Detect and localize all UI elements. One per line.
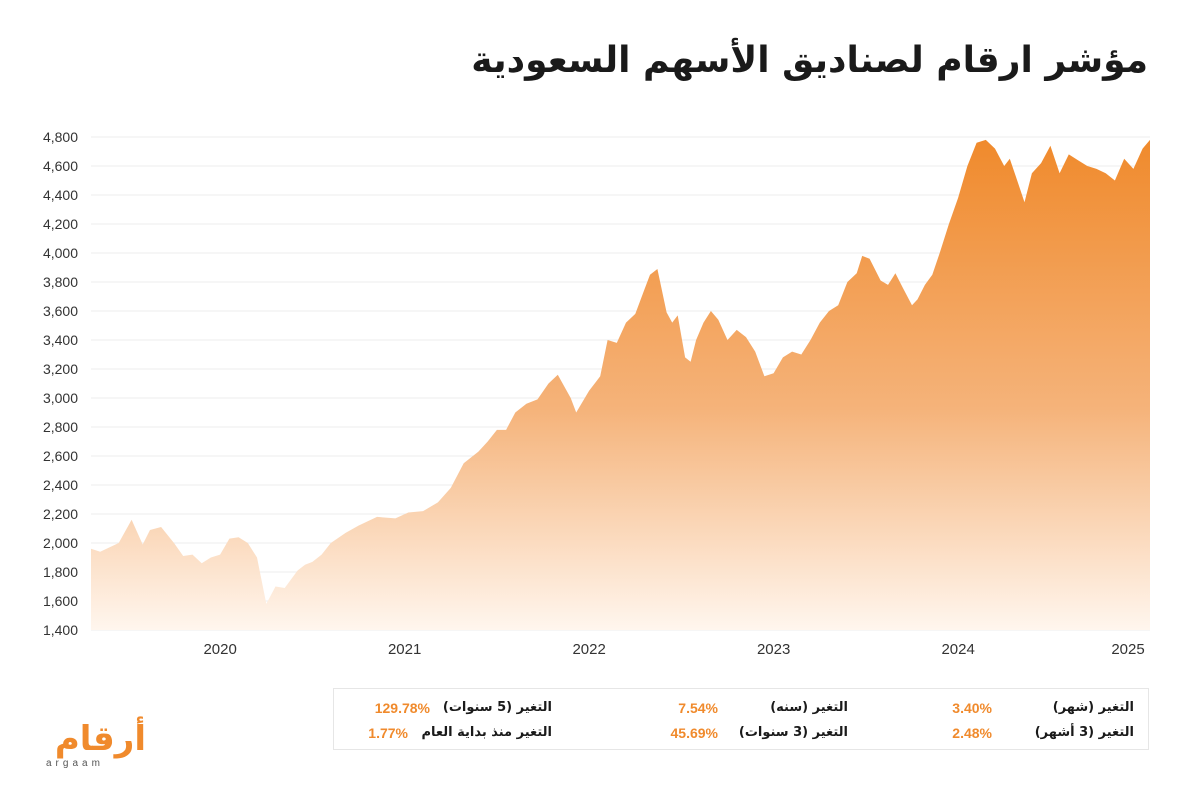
- y-tick-label: 2,600: [43, 448, 78, 464]
- area-series: [91, 139, 1150, 630]
- y-tick-label: 2,200: [43, 506, 78, 522]
- y-tick-label: 3,400: [43, 332, 78, 348]
- y-tick-label: 3,000: [43, 390, 78, 406]
- chart-title: مؤشر ارقام لصناديق الأسهم السعودية: [471, 40, 1148, 81]
- y-tick-label: 1,600: [43, 593, 78, 609]
- stat-value-3years: 45.69%: [670, 725, 718, 741]
- argaam-logo: أرقام argaam: [36, 720, 146, 770]
- stat-value-5years: 129.78%: [374, 700, 430, 716]
- stat-value-month: 3.40%: [952, 700, 992, 716]
- stats-table: التغير (شهر) 3.40% التغير (سنه) 7.54% ال…: [333, 688, 1149, 750]
- stat-label-3years: التغير (3 سنوات): [738, 725, 848, 740]
- x-tick-label: 2025: [1111, 641, 1144, 658]
- stats-row-1: التغير (شهر) 3.40% التغير (سنه) 7.54% ال…: [334, 697, 1148, 719]
- y-tick-label: 4,000: [43, 245, 78, 261]
- index-area: [91, 139, 1150, 630]
- stat-value-3months: 2.48%: [952, 725, 992, 741]
- stat-label-month: التغير (شهر): [1052, 700, 1134, 715]
- x-tick-label: 2021: [388, 641, 421, 658]
- x-tick-label: 2022: [572, 641, 605, 658]
- y-tick-label: 4,600: [43, 158, 78, 174]
- y-tick-label: 3,200: [43, 361, 78, 377]
- stats-row-2: التغير (3 أشهر) 2.48% التغير (3 سنوات) 4…: [334, 722, 1148, 744]
- stat-value-year: 7.54%: [678, 700, 718, 716]
- stat-label-ytd: التغير منذ بداية العام: [421, 725, 552, 740]
- y-axis-ticks: 1,400 1,600 1,800 2,000 2,200 2,400 2,600 2,800…: [43, 129, 78, 638]
- logo-wordmark: أرقام: [54, 719, 146, 759]
- stat-value-ytd: 1.77%: [368, 725, 408, 741]
- y-tick-label: 1,800: [43, 564, 78, 580]
- y-tick-label: 4,200: [43, 216, 78, 232]
- y-tick-label: 4,400: [43, 187, 78, 203]
- y-tick-label: 2,800: [43, 419, 78, 435]
- x-tick-label: 2023: [757, 641, 790, 658]
- y-tick-label: 2,000: [43, 535, 78, 551]
- stat-label-5years: التغير (5 سنوات): [442, 700, 552, 715]
- x-tick-label: 2020: [203, 641, 236, 658]
- stat-label-3months: التغير (3 أشهر): [1034, 725, 1134, 740]
- stat-label-year: التغير (سنه): [770, 700, 848, 715]
- y-tick-label: 1,400: [43, 622, 78, 638]
- y-tick-label: 3,600: [43, 303, 78, 319]
- y-tick-label: 3,800: [43, 274, 78, 290]
- y-tick-label: 2,400: [43, 477, 78, 493]
- x-axis-ticks: 2020 2021 2022 2023 2024 2025: [203, 641, 1144, 658]
- area-chart: 1,400 1,600 1,800 2,000 2,200 2,400 2,600 2,800…: [43, 129, 1150, 658]
- x-tick-label: 2024: [941, 641, 974, 658]
- logo-subtext: argaam: [46, 758, 104, 769]
- y-tick-label: 4,800: [43, 129, 78, 145]
